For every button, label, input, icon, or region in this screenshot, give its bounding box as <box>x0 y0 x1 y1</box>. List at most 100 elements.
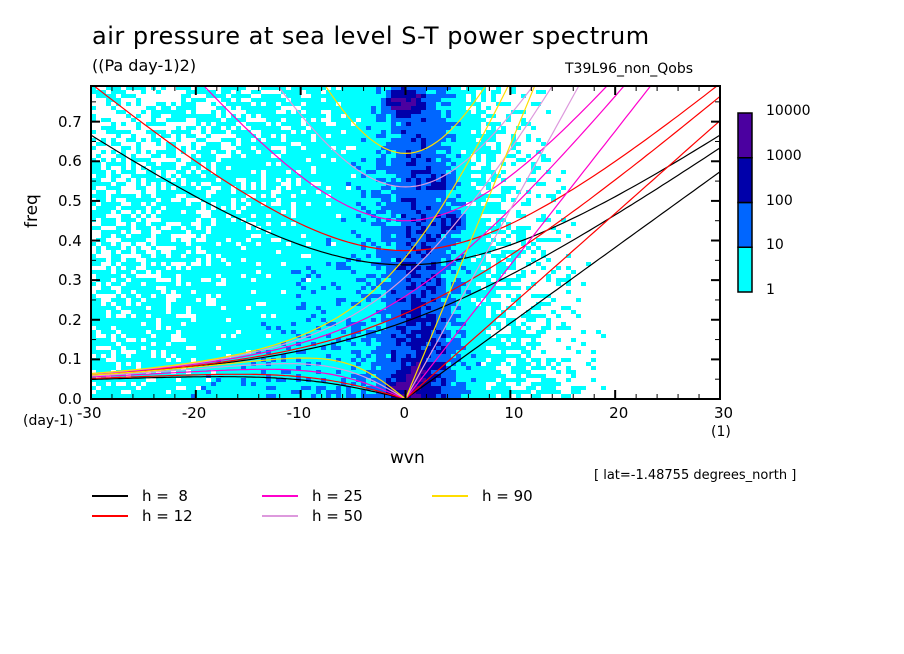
power-cell <box>341 214 346 218</box>
power-cell <box>181 270 186 274</box>
power-cell <box>326 306 331 310</box>
power-cell <box>146 310 151 314</box>
power-cell <box>361 270 366 274</box>
power-cell <box>461 326 466 330</box>
power-cell <box>501 346 506 350</box>
power-cell <box>246 170 251 174</box>
power-cell <box>221 182 226 186</box>
power-cell <box>376 238 381 242</box>
power-cell <box>211 270 216 274</box>
power-cell <box>326 142 331 146</box>
power-cell <box>536 166 541 170</box>
power-cell <box>171 206 176 210</box>
power-cell <box>256 294 261 298</box>
power-cell <box>401 154 406 158</box>
power-cell <box>341 162 346 166</box>
power-cell <box>291 342 296 346</box>
power-cell <box>251 110 256 114</box>
power-cell <box>441 354 446 358</box>
power-cell <box>246 330 251 334</box>
power-cell <box>366 338 371 342</box>
power-cell <box>456 90 461 94</box>
power-cell <box>316 274 321 278</box>
power-cell <box>256 106 261 110</box>
power-cell <box>446 154 451 158</box>
power-cell <box>476 246 481 250</box>
power-cell <box>361 150 366 154</box>
power-cell <box>371 278 376 282</box>
power-cell <box>156 154 161 158</box>
power-cell <box>396 250 401 254</box>
power-cell <box>196 290 201 294</box>
power-cell <box>191 202 196 206</box>
power-cell <box>441 330 446 334</box>
power-cell <box>336 138 341 142</box>
power-cell <box>421 114 426 118</box>
power-cell <box>386 362 391 366</box>
power-cell <box>156 122 161 126</box>
power-cell <box>351 170 356 174</box>
power-cell <box>436 194 441 198</box>
power-cell <box>411 362 416 366</box>
power-cell <box>261 146 266 150</box>
power-cell <box>326 210 331 214</box>
power-cell <box>466 142 471 146</box>
power-cell <box>366 170 371 174</box>
power-cell <box>296 138 301 142</box>
power-cell <box>506 354 511 358</box>
power-cell <box>496 142 501 146</box>
power-cell <box>501 238 506 242</box>
power-cell <box>256 318 261 322</box>
power-cell <box>131 286 136 290</box>
power-cell <box>336 310 341 314</box>
power-cell <box>436 154 441 158</box>
power-cell <box>421 146 426 150</box>
power-cell <box>191 230 196 234</box>
power-cell <box>416 254 421 258</box>
power-cell <box>476 294 481 298</box>
power-cell <box>376 350 381 354</box>
power-cell <box>321 354 326 358</box>
power-cell <box>406 274 411 278</box>
power-cell <box>476 274 481 278</box>
power-cell <box>336 114 341 118</box>
power-cell <box>391 222 396 226</box>
power-cell <box>406 94 411 98</box>
power-cell <box>176 86 181 90</box>
power-cell <box>191 342 196 346</box>
power-cell <box>436 166 441 170</box>
power-cell <box>296 94 301 98</box>
power-cell <box>211 334 216 338</box>
power-cell <box>416 242 421 246</box>
power-cell <box>391 342 396 346</box>
power-cell <box>471 178 476 182</box>
power-cell <box>281 206 286 210</box>
power-cell <box>346 98 351 102</box>
power-cell <box>136 338 141 342</box>
power-cell <box>91 130 96 134</box>
power-cell <box>406 250 411 254</box>
power-cell <box>116 202 121 206</box>
power-cell <box>321 130 326 134</box>
power-cell <box>491 286 496 290</box>
power-cell <box>306 102 311 106</box>
power-cell <box>221 250 226 254</box>
power-cell <box>166 150 171 154</box>
power-cell <box>351 206 356 210</box>
power-cell <box>446 254 451 258</box>
power-cell <box>411 306 416 310</box>
power-cell <box>161 238 166 242</box>
power-cell <box>181 94 186 98</box>
power-cell <box>416 298 421 302</box>
power-cell <box>171 142 176 146</box>
power-cell <box>436 158 441 162</box>
power-cell <box>111 126 116 130</box>
power-cell <box>386 114 391 118</box>
power-cell <box>251 274 256 278</box>
power-cell <box>186 106 191 110</box>
power-cell <box>206 238 211 242</box>
power-cell <box>416 126 421 130</box>
power-cell <box>206 334 211 338</box>
power-cell <box>496 150 501 154</box>
power-cell <box>271 270 276 274</box>
